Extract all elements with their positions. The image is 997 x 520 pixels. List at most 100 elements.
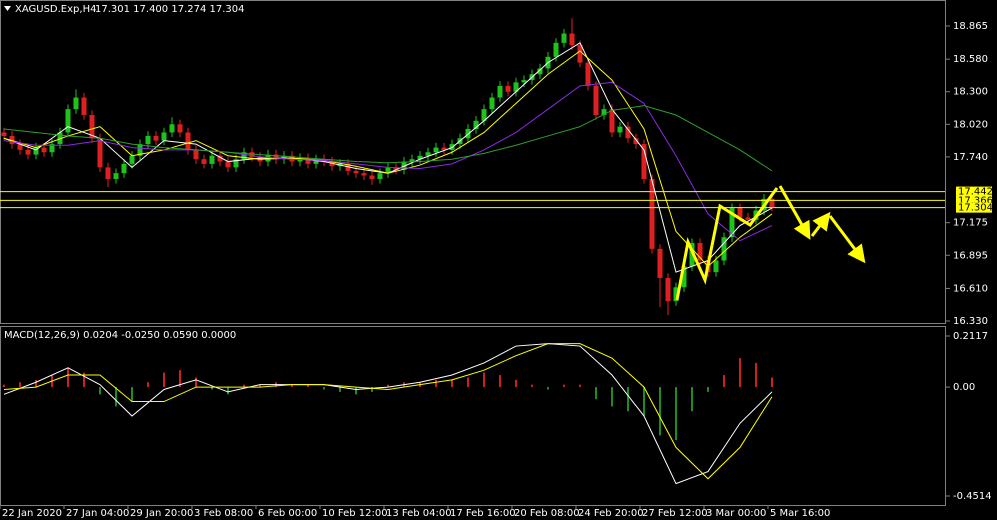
y-tick-label: 18.580 — [953, 54, 988, 65]
macd-bar — [227, 387, 229, 395]
candle-body — [289, 155, 295, 162]
macd-bar — [611, 387, 613, 407]
price-label-box — [956, 202, 992, 213]
y-tick-label: 16.610 — [953, 283, 988, 294]
candle-body — [65, 109, 71, 133]
candle-body — [425, 152, 431, 156]
candle-body — [161, 132, 167, 141]
indicator-line — [3, 50, 773, 268]
drawn-zigzag — [675, 187, 779, 301]
candle-body — [113, 173, 119, 180]
candle-body — [505, 85, 511, 92]
macd-bar — [211, 387, 213, 390]
macd-bar — [547, 387, 549, 390]
candle-body — [577, 45, 583, 63]
candle-body — [137, 144, 143, 156]
ohlc-text: 17.301 17.400 17.274 17.304 — [95, 4, 245, 15]
x-tick-label: 5 Mar 16:00 — [770, 508, 830, 519]
candle-body — [153, 135, 159, 141]
candle-body — [417, 155, 423, 160]
x-tick-label: 17 Feb 16:00 — [450, 508, 516, 519]
candle-body — [41, 147, 47, 153]
macd-bar — [35, 379, 37, 388]
macd-bar — [659, 387, 661, 436]
candle-body — [209, 155, 215, 164]
candle-body — [201, 159, 207, 164]
macd-bar — [291, 384, 293, 388]
indicator-line — [3, 343, 773, 480]
candle-body — [697, 243, 703, 261]
candle-body — [129, 155, 135, 164]
candle-body — [89, 114, 95, 139]
candle-body — [745, 217, 751, 220]
x-tick-label: 3 Feb 08:00 — [194, 508, 253, 519]
y-tick-label: 18.300 — [953, 87, 988, 98]
macd-bar — [499, 375, 501, 388]
macd-bar — [307, 384, 309, 388]
candle-body — [489, 97, 495, 110]
candle-body — [33, 147, 39, 155]
candle-body — [649, 179, 655, 249]
candle-body — [641, 144, 647, 180]
candle-body — [721, 237, 727, 261]
candle-body — [441, 147, 447, 150]
candle-body — [593, 85, 599, 115]
macd-bar — [195, 377, 197, 388]
x-tick-label: 20 Feb 08:00 — [514, 508, 580, 519]
arrow — [778, 185, 811, 240]
macd-bar — [563, 384, 565, 388]
candle-body — [81, 97, 87, 115]
candle-body — [97, 138, 103, 168]
macd-bar — [83, 372, 85, 388]
candle-body — [9, 135, 15, 145]
arrow — [828, 215, 866, 264]
candle-body — [681, 266, 687, 288]
macd-bar — [595, 387, 597, 400]
candle-body — [513, 82, 519, 92]
macd-bar — [19, 382, 21, 388]
candle-body — [433, 147, 439, 153]
macd-bar — [755, 362, 757, 388]
y-tick-label: 0.2117 — [953, 331, 988, 342]
macd-bar — [355, 387, 357, 395]
candle-body — [1, 132, 7, 136]
candle-body — [225, 161, 231, 168]
forecast-arrows — [675, 185, 866, 301]
x-tick-label: 3 Mar 00:00 — [706, 508, 766, 519]
candle-body — [369, 175, 375, 180]
macd-bar — [675, 387, 677, 441]
macd-bar — [147, 382, 149, 388]
macd-bar — [627, 387, 629, 412]
macd-bar — [259, 384, 261, 388]
macd-title: MACD(12,26,9) 0.0204 -0.0250 0.0590 0.00… — [4, 330, 236, 341]
candle-body — [17, 144, 23, 150]
candle-body — [665, 277, 671, 302]
candle-body — [625, 126, 631, 139]
macd-bar — [579, 384, 581, 388]
price-label-box — [956, 186, 992, 197]
y-tick-label: 16.330 — [953, 316, 988, 327]
candle-body — [633, 138, 639, 145]
plot-area: 18.865 18.580 18.300 18.020 17.740 17.175 16.8… — [0, 18, 993, 519]
macd-bar — [467, 377, 469, 388]
candle-body — [281, 155, 287, 160]
macd-bar — [435, 379, 437, 388]
y-tick-label: 0.00 — [953, 382, 975, 393]
macd-bar — [531, 384, 533, 388]
y-tick-label: 17.740 — [953, 152, 988, 163]
macd-bar — [515, 379, 517, 388]
candle-body — [769, 198, 775, 208]
macd-bar — [643, 387, 645, 417]
y-tick-label: 17.175 — [953, 218, 988, 229]
x-tick-label: 27 Jan 04:00 — [66, 508, 129, 519]
macd-panel — [0, 326, 946, 506]
chart-title: XAGUSD.Exp,H4 — [15, 4, 96, 15]
candle-body — [393, 167, 399, 170]
x-tick-label: 6 Feb 00:00 — [258, 508, 317, 519]
candle-body — [401, 161, 407, 170]
candle-body — [409, 159, 415, 162]
candle-body — [73, 97, 79, 110]
